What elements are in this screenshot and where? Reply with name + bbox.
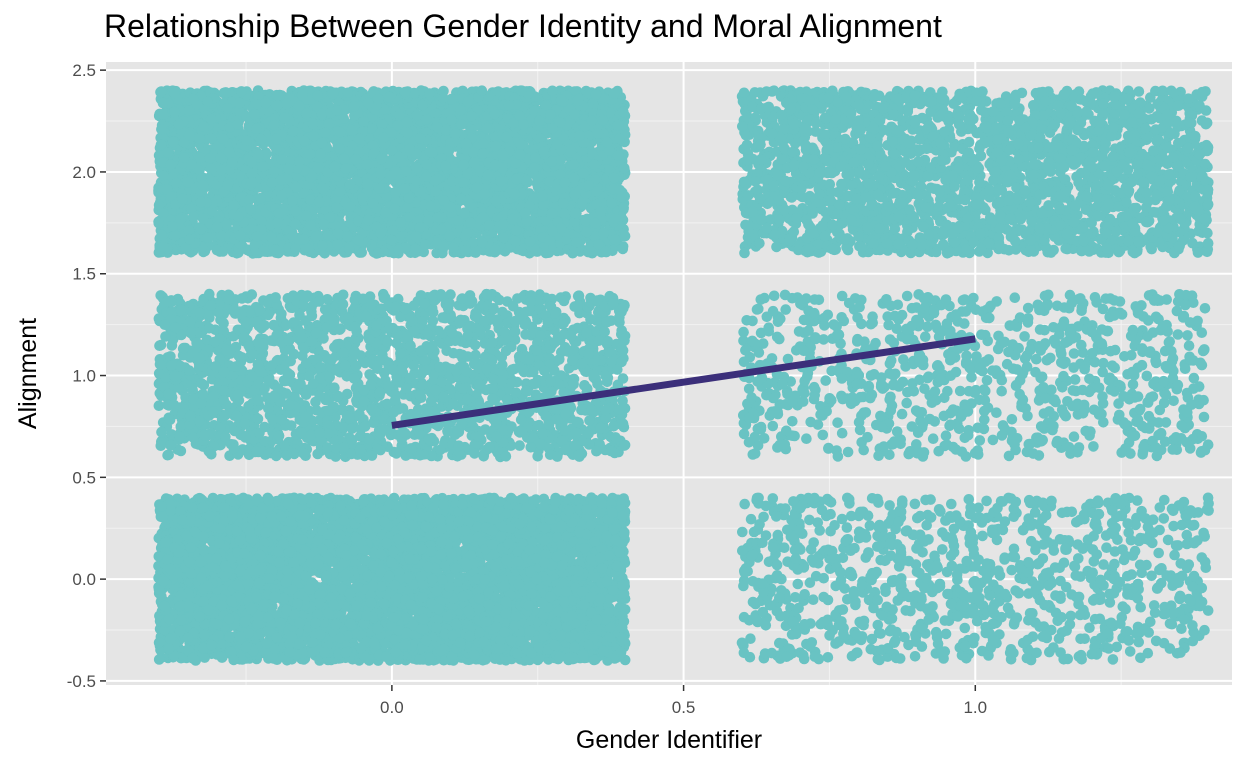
data-points <box>153 85 1214 666</box>
data-point <box>198 531 209 542</box>
data-point <box>153 654 165 665</box>
data-point <box>505 492 517 504</box>
data-point <box>518 493 530 505</box>
chart-title: Relationship Between Gender Identity and… <box>104 8 942 44</box>
data-point <box>530 494 542 505</box>
data-point <box>573 493 584 505</box>
data-point <box>372 623 383 635</box>
